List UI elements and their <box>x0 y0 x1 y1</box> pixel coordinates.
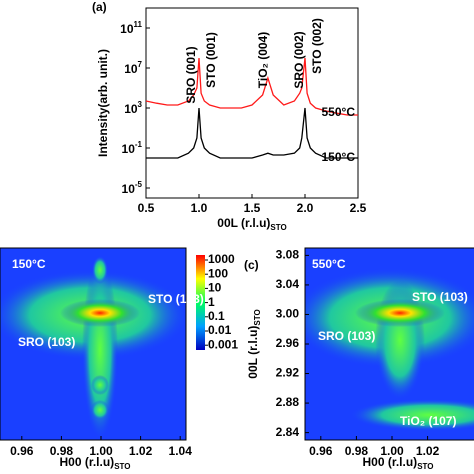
tick-label-base: 10 <box>124 102 138 116</box>
tick-label-base: 2.0 <box>297 201 314 215</box>
map-label: STO (103) <box>412 290 468 304</box>
tick-label: 0.96 <box>10 444 34 458</box>
axis-label-text: H00 (r.l.u) <box>60 455 115 469</box>
axis-label-subscript: STO <box>417 462 433 471</box>
axis-label: 00L (r.l.u)STO <box>246 309 262 378</box>
tick-label: 2.5 <box>350 201 367 215</box>
series-line <box>146 107 358 159</box>
tick-label: 1011 <box>120 20 142 36</box>
tick-label: 1.02 <box>129 444 153 458</box>
map-frame <box>0 247 187 441</box>
legend-label: 550°C <box>322 105 356 119</box>
map-label: TiO₂ (107) <box>400 414 456 428</box>
tick-label: 100 <box>208 266 228 280</box>
tick-label: 103 <box>124 100 142 116</box>
legend-label: 150°C <box>322 150 356 164</box>
axis-label: 00L (r.l.u)STO <box>217 216 286 232</box>
tick-label: 3.00 <box>276 307 300 321</box>
tick-label: 2.84 <box>276 425 300 439</box>
peak-label: STO (002) <box>310 18 324 74</box>
series-line <box>145 57 358 116</box>
peak-label: SRO (001) <box>184 46 198 103</box>
tick-label: 10-5 <box>122 180 143 196</box>
peak-label: TiO₂ (004) <box>256 32 270 88</box>
tick-label-base: 1.00 <box>380 444 404 458</box>
peak-label: STO (001) <box>204 32 218 88</box>
tick-label-exponent: 7 <box>138 60 143 69</box>
tick-label-exponent: -1 <box>135 140 143 149</box>
tick-label-base: 10 <box>120 22 134 36</box>
tick-label: 0.1 <box>208 309 225 323</box>
tick-label-base: 3.00 <box>276 307 300 321</box>
tick-label: 1.02 <box>416 444 440 458</box>
tick-label-exponent: 3 <box>138 100 143 109</box>
tick-label-base: 1.0 <box>191 201 208 215</box>
axis-label-text: H00 (r.l.u) <box>363 455 418 469</box>
tick-label: 1.04 <box>169 444 193 458</box>
axis-label: H00 (r.l.u)STO <box>363 455 434 471</box>
tick-label: 2.92 <box>276 366 300 380</box>
axis-label-subscript: STO <box>253 309 262 325</box>
tick-label: 0.01 <box>208 323 232 337</box>
tick-label: 0.98 <box>345 444 369 458</box>
tick-label-exponent: -5 <box>135 180 143 189</box>
tick-label: 1000 <box>208 252 235 266</box>
tick-label: 1.00 <box>89 444 113 458</box>
tick-label-base: 1.00 <box>89 444 113 458</box>
tick-label: 10-1 <box>122 140 143 156</box>
axis-label: H00 (r.l.u)STO <box>60 455 131 471</box>
tick-label-base: 10 <box>124 62 138 76</box>
tick-label: 1 <box>208 295 215 309</box>
tick-label-base: 10 <box>122 182 136 196</box>
map-label: STO (103) <box>148 292 204 306</box>
map-label: SRO (103) <box>318 329 375 343</box>
panel-label: (a) <box>92 0 107 14</box>
tick-label: 107 <box>124 60 142 76</box>
tick-label: 1.00 <box>380 444 404 458</box>
panel-label: (c) <box>244 258 259 272</box>
tick-label-base: 10 <box>122 142 136 156</box>
axis-label-subscript: STO <box>270 223 286 232</box>
tick-label: 2.0 <box>297 201 314 215</box>
tick-label: 0.98 <box>50 444 74 458</box>
tick-label-exponent: 11 <box>134 20 143 29</box>
tick-label: 3.08 <box>276 248 300 262</box>
map-right <box>305 248 474 440</box>
axis-label-text: 00L (r.l.u) <box>246 326 260 379</box>
map-label: 150°C <box>12 257 46 271</box>
colorbar <box>196 255 205 350</box>
tick-label: 2.96 <box>276 336 300 350</box>
tick-label: 1.5 <box>244 201 261 215</box>
map-label: 550°C <box>312 257 346 271</box>
tick-label: 0.5 <box>138 201 155 215</box>
tick-label: 10 <box>208 281 222 295</box>
plot-frame <box>145 7 359 199</box>
axis-label-text: 00L (r.l.u) <box>217 216 270 230</box>
map-left <box>0 248 186 440</box>
y-axis-label: Intensity(arb. unit.) <box>96 49 110 157</box>
tick-label: 2.88 <box>276 395 300 409</box>
tick-label: 0.96 <box>309 444 333 458</box>
tick-label: 1.0 <box>191 201 208 215</box>
axis-label-subscript: STO <box>114 462 130 471</box>
map-label: SRO (103) <box>18 335 75 349</box>
tick-label: 3.04 <box>276 277 300 291</box>
peak-label: SRO (002) <box>292 31 306 88</box>
tick-label: 0.001 <box>208 337 238 351</box>
